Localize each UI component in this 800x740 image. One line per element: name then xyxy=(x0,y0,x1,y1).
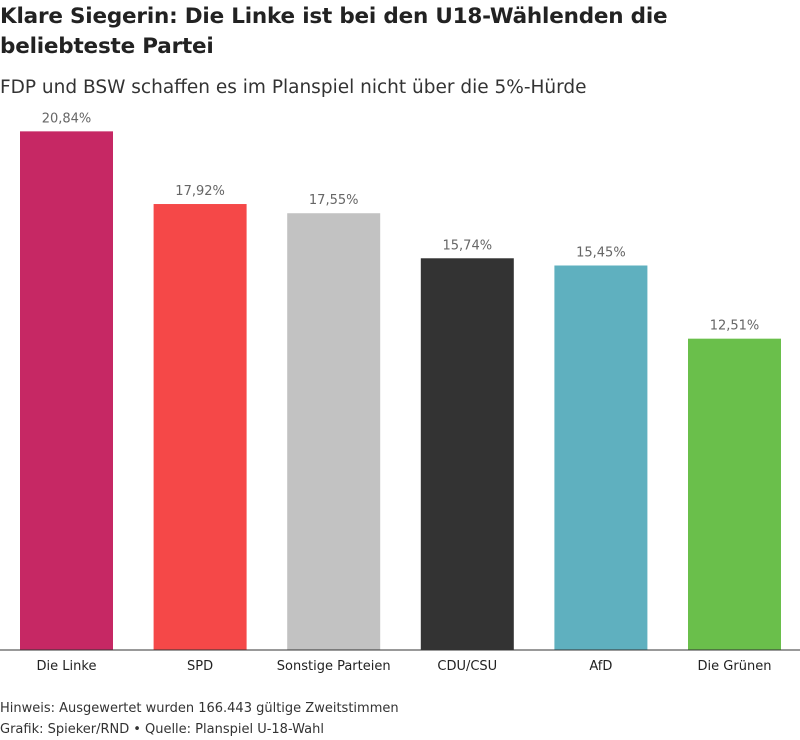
category-label-4: AfD xyxy=(589,659,612,674)
chart-title: Klare Siegerin: Die Linke ist bei den U1… xyxy=(0,4,668,59)
chart-subtitle: FDP und BSW schaffen es im Planspiel nic… xyxy=(0,77,587,98)
bar-chart: 20,84% Die Linke 17,92% SPD 17,55% Sonstige P… xyxy=(0,111,800,674)
bar-4 xyxy=(554,265,648,650)
value-label-4: 15,45% xyxy=(576,245,626,260)
value-label-1: 17,92% xyxy=(175,184,225,199)
category-label-1: SPD xyxy=(187,659,213,674)
bar-0 xyxy=(20,131,113,650)
graphic-credit: Grafik: Spieker/RND xyxy=(0,722,130,737)
value-label-2: 17,55% xyxy=(309,193,359,208)
category-label-3: CDU/CSU xyxy=(437,659,497,674)
category-label-2: Sonstige Parteien xyxy=(277,659,391,674)
bar-5 xyxy=(688,338,781,650)
source-credit: Quelle: Planspiel U-18-Wahl xyxy=(144,722,324,737)
bar-3 xyxy=(420,258,514,650)
category-label-0: Die Linke xyxy=(37,659,97,674)
bar-2 xyxy=(287,213,381,650)
value-label-3: 15,74% xyxy=(443,238,493,253)
value-label-0: 20,84% xyxy=(42,111,92,126)
value-label-5: 12,51% xyxy=(710,319,760,334)
credit-separator: • xyxy=(133,722,141,737)
category-label-5: Die Grünen xyxy=(698,659,772,674)
bar-1 xyxy=(153,204,247,650)
credit-line: Grafik: Spieker/RND • Quelle: Planspiel U-… xyxy=(0,721,324,739)
footnote: Hinweis: Ausgewertet wurden 166.443 gült… xyxy=(0,701,399,716)
